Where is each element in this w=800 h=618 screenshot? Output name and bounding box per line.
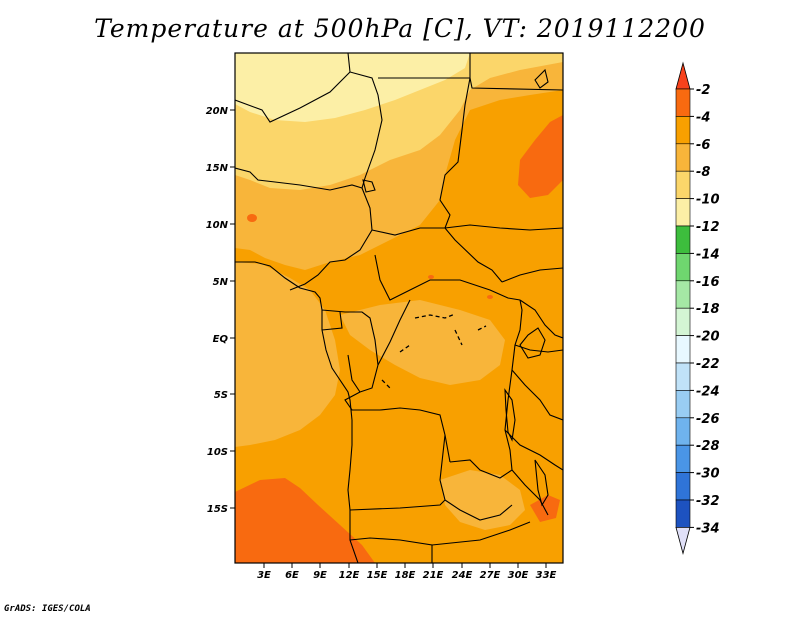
colorbar-label: -24	[696, 384, 720, 399]
colorbar-label: -30	[696, 467, 720, 482]
lon-tick-label: 12E	[339, 570, 360, 581]
colorbar-swatch	[675, 307, 691, 336]
lat-tick-label: EQ	[213, 334, 229, 345]
colorbar-label: -4	[696, 110, 710, 125]
colorbar-swatch	[675, 88, 691, 117]
lat-tick-label: 15N	[206, 163, 229, 174]
fill-band-minus4-minus2-southwest	[235, 478, 375, 563]
colorbar-label: -16	[696, 275, 720, 290]
lon-tick-label: 27E	[480, 570, 501, 581]
colorbar-swatch	[675, 444, 691, 473]
colorbar-swatch	[675, 499, 691, 528]
colorbar-swatch	[675, 170, 691, 199]
fill-band-minus4-minus2-northeast	[518, 115, 563, 198]
lat-tick-label: 5S	[214, 390, 228, 401]
colorbar-label: -14	[696, 247, 720, 262]
lat-tick-label: 15S	[207, 504, 228, 515]
map-frame	[234, 52, 564, 564]
lat-tick-label: 10S	[207, 447, 228, 458]
fill-band-minus8-minus6-south	[440, 470, 525, 530]
lon-tick-label: 6E	[285, 570, 299, 581]
colorbar-top-arrow	[675, 61, 691, 90]
colorbar-swatch	[675, 335, 691, 364]
colorbar-label: -6	[696, 138, 710, 153]
colorbar-label: -10	[696, 193, 720, 208]
lon-tick-label: 15E	[367, 570, 388, 581]
lat-tick-label: 10N	[206, 220, 229, 231]
credit-text: GrADS: IGES/COLA	[4, 604, 91, 614]
colorbar-swatch	[675, 390, 691, 419]
colorbar-label: -32	[696, 494, 720, 509]
colorbar-label: -18	[696, 302, 720, 317]
colorbar-swatch	[675, 362, 691, 391]
colorbar-label: -2	[696, 83, 710, 98]
lon-axis: 3E 6E 9E 12E 15E 18E 21E 24E 27E 30E 33E	[257, 563, 557, 581]
colorbar-bottom-arrow	[675, 527, 691, 555]
colorbar-swatch	[675, 225, 691, 254]
rivers	[381, 313, 487, 389]
lat-tick-label: 5N	[213, 277, 229, 288]
colorbar-label: -20	[696, 330, 720, 345]
lon-tick-label: 30E	[508, 570, 529, 581]
colorbar-label: -28	[696, 439, 720, 454]
fill-band-minus8-minus6-west	[235, 262, 340, 447]
fill-band-minus8-minus6-central	[340, 300, 505, 385]
country-borders	[235, 53, 563, 563]
chart-title: Temperature at 500hPa [C], VT: 201911220…	[94, 14, 706, 43]
fill-band-minus4-minus2-spot	[487, 295, 493, 299]
colorbar-swatch	[675, 198, 691, 227]
lon-tick-label: 3E	[257, 570, 271, 581]
colorbar-label: -8	[696, 165, 710, 180]
coastline	[235, 68, 549, 563]
colorbar-label: -26	[696, 412, 720, 427]
fill-band-minus4-minus2-spot	[428, 275, 434, 279]
lat-tick-label: 20N	[206, 106, 229, 117]
colorbar-label: -12	[696, 220, 720, 235]
colorbar-label: -22	[696, 357, 720, 372]
fill-band-minus4-minus2-spot	[247, 214, 257, 222]
lon-tick-label: 18E	[395, 570, 416, 581]
fill-band-minus12-minus10	[235, 53, 470, 122]
lon-tick-label: 21E	[423, 570, 444, 581]
lon-tick-label: 9E	[313, 570, 327, 581]
colorbar: -2 -4 -6 -8 -10 -12 -14 -16 -18 -20 -22 -24 -26 -28 -3…	[675, 61, 720, 555]
colorbar-swatch	[675, 417, 691, 446]
colorbar-swatch	[675, 472, 691, 501]
lon-tick-label: 33E	[536, 570, 557, 581]
contour-fill	[235, 53, 563, 563]
colorbar-swatch	[675, 253, 691, 282]
colorbar-label: -34	[696, 521, 720, 536]
lat-axis: 20N 15N 10N 5N EQ 5S 10S 15S	[206, 106, 235, 515]
colorbar-swatch	[675, 280, 691, 309]
colorbar-swatch	[675, 143, 691, 172]
lon-tick-label: 24E	[452, 570, 473, 581]
colorbar-swatch	[675, 116, 691, 145]
